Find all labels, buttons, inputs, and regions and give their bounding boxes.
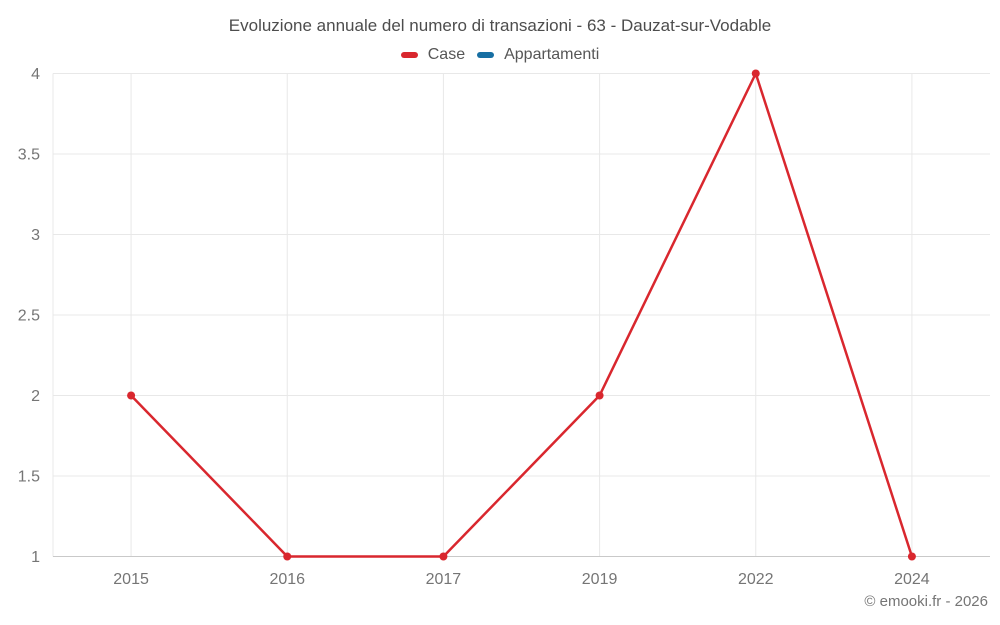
case-data-point-2022[interactable] [751,69,760,78]
x-tick-label: 2022 [738,571,774,588]
x-tick-label: 2017 [426,571,462,588]
y-tick-label: 2 [31,388,40,405]
case-data-point-2017[interactable] [439,552,448,561]
y-tick-label: 1 [31,549,40,566]
legend-label: Case [427,46,466,63]
legend-label: Appartamenti [504,46,600,63]
case-series-line [129,72,914,558]
chart-title: Evoluzione annuale del numero di transaz… [228,16,772,35]
case-data-point-2015[interactable] [127,391,136,400]
y-tick-label: 4 [31,66,40,83]
x-tick-label: 2015 [113,571,149,588]
legend: Case Appartamenti [0,44,1000,66]
y-tick-label: 3 [31,227,40,244]
copyright-text: © emooki.fr - 2026 [864,593,988,610]
y-tick-label: 3.5 [18,147,40,164]
x-tick-label: 2024 [894,571,930,588]
y-tick-label: 2.5 [18,308,40,325]
legend-item-appartamenti[interactable]: Appartamenti [477,46,599,64]
case-data-point-2016[interactable] [283,552,292,561]
case-data-point-2024[interactable] [907,552,916,561]
case-data-point-2019[interactable] [595,391,604,400]
x-tick-label: 2019 [582,571,618,588]
legend-swatch [400,52,418,58]
legend-item-case[interactable]: Case [400,46,466,64]
y-tick-label: 1.5 [18,469,40,486]
legend-swatch [477,52,495,58]
x-tick-label: 2016 [269,571,305,588]
